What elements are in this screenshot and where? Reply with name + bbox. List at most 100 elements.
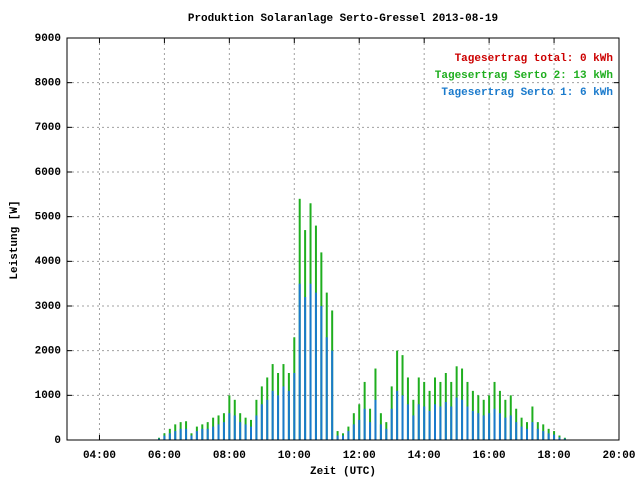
bar	[504, 417, 507, 440]
bar	[401, 395, 404, 440]
bar	[304, 297, 307, 440]
bar	[444, 402, 447, 440]
chart-title: Produktion Solaranlage Serto-Gressel 201…	[188, 13, 498, 25]
bar	[206, 428, 209, 440]
bar	[282, 386, 285, 440]
bar	[298, 283, 301, 440]
y-tick-label: 6000	[35, 167, 61, 179]
y-tick-label: 2000	[35, 346, 61, 358]
bar	[233, 415, 236, 440]
y-tick-label: 1000	[35, 390, 61, 402]
plot-frame	[66, 37, 620, 441]
bar	[553, 434, 556, 440]
bar	[255, 415, 258, 440]
legend-entry: Tagesertrag Serto 1: 6 kWh	[441, 87, 613, 99]
bar	[309, 283, 312, 440]
bar	[347, 431, 350, 440]
bar	[228, 413, 231, 440]
bar	[379, 424, 382, 440]
bar	[455, 397, 458, 440]
bar	[488, 413, 491, 440]
x-tick-label: 20:00	[602, 450, 635, 462]
y-tick-label: 5000	[35, 212, 61, 224]
bar	[168, 433, 171, 440]
bar	[498, 413, 501, 440]
bar	[526, 428, 528, 440]
legend-entry: Tagesertrag total: 0 kWh	[455, 53, 613, 65]
x-tick-label: 06:00	[148, 450, 181, 462]
bar	[563, 438, 566, 440]
bar	[558, 437, 561, 440]
bar	[195, 431, 198, 440]
x-tick-label: 10:00	[278, 450, 311, 462]
bar	[493, 408, 496, 440]
bar	[158, 438, 160, 440]
bar	[325, 337, 328, 440]
bar	[212, 426, 215, 440]
bar	[412, 415, 415, 440]
bar	[174, 431, 177, 440]
bar	[515, 422, 518, 440]
bar	[542, 431, 545, 440]
bar	[509, 415, 512, 440]
bar	[536, 428, 539, 440]
bar	[531, 422, 534, 440]
bar	[185, 428, 188, 440]
bar	[466, 406, 469, 440]
bar	[477, 413, 480, 440]
y-tick-label: 9000	[35, 33, 61, 45]
bar	[244, 424, 247, 440]
bar	[222, 422, 225, 440]
x-tick-label: 14:00	[408, 450, 441, 462]
y-tick-label: 7000	[35, 122, 61, 134]
bar	[163, 435, 166, 440]
bar	[293, 373, 296, 440]
bar	[471, 410, 474, 440]
bar	[266, 399, 269, 440]
bar	[260, 404, 263, 440]
bar	[423, 406, 426, 440]
bar	[320, 306, 323, 440]
x-tick-label: 16:00	[473, 450, 506, 462]
bar	[374, 399, 377, 440]
bar	[217, 424, 220, 440]
bar	[358, 419, 361, 440]
legend-entry: Tagesertrag Serto 2: 13 kWh	[435, 70, 613, 82]
bar	[428, 410, 431, 440]
bar	[434, 404, 436, 440]
x-axis-label: Zeit (UTC)	[310, 466, 376, 478]
bar	[336, 435, 339, 440]
bar	[385, 428, 388, 440]
y-axis-label: Leistung [W]	[9, 200, 21, 279]
bar	[461, 399, 464, 440]
bar	[406, 404, 409, 440]
bar	[331, 350, 334, 440]
y-tick-label: 3000	[35, 301, 61, 313]
bar	[520, 426, 523, 440]
y-tick-label: 8000	[35, 78, 61, 90]
bar	[396, 390, 399, 440]
bar	[277, 395, 280, 440]
bar	[314, 292, 317, 440]
bar	[547, 433, 550, 440]
bar	[417, 404, 420, 440]
y-tick-label: 4000	[35, 256, 61, 268]
bar	[450, 406, 453, 440]
bar	[363, 408, 366, 440]
bar	[201, 428, 204, 440]
bar	[250, 426, 252, 440]
bar	[390, 408, 393, 440]
x-tick-label: 12:00	[343, 450, 376, 462]
x-tick-label: 18:00	[538, 450, 571, 462]
bar	[439, 406, 442, 440]
bar	[239, 422, 242, 440]
x-tick-label: 04:00	[83, 450, 116, 462]
bar	[352, 424, 355, 440]
bar	[369, 422, 372, 440]
x-tick-label: 08:00	[213, 450, 246, 462]
y-tick-label: 0	[54, 435, 61, 447]
bar	[179, 428, 182, 440]
bar	[342, 435, 344, 440]
bar	[271, 390, 274, 440]
